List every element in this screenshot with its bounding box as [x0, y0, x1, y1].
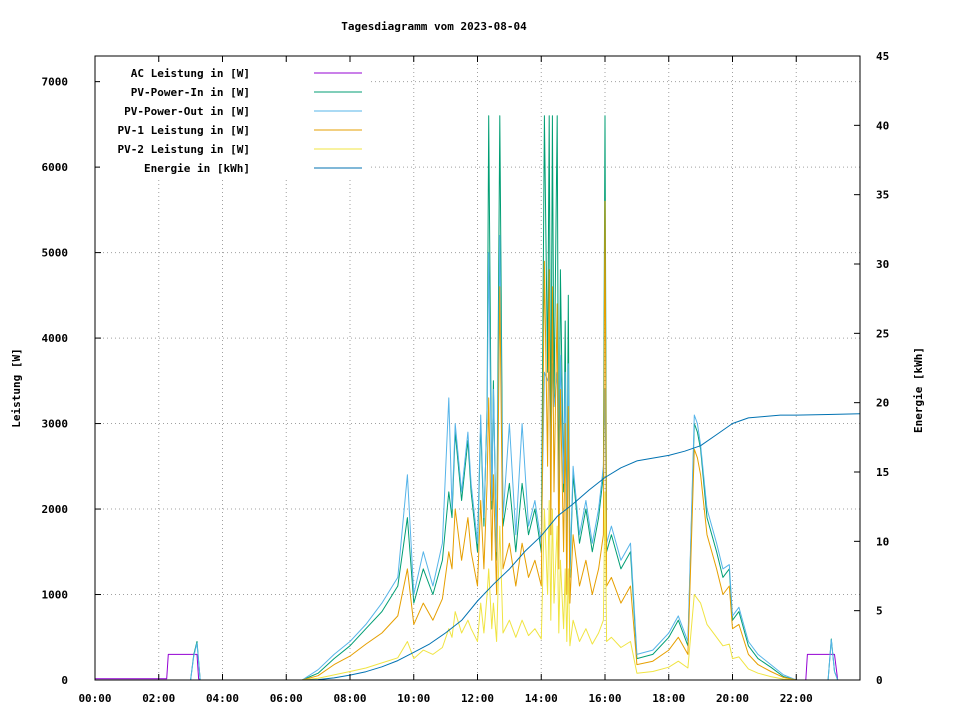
x-tick-label: 22:00	[780, 692, 813, 705]
y2-tick-label: 0	[876, 674, 883, 687]
series-line-energie-in-kwh	[95, 413, 861, 681]
y2-tick-label: 25	[876, 327, 889, 340]
x-tick-label: 12:00	[461, 692, 494, 705]
legend-background	[100, 62, 370, 178]
x-tick-label: 16:00	[588, 692, 621, 705]
legend-label: PV-Power-Out in [W]	[124, 105, 250, 118]
legend-label: PV-1 Leistung in [W]	[118, 124, 250, 137]
y2-tick-label: 40	[876, 119, 889, 132]
chart-title: Tagesdiagramm vom 2023-08-04	[341, 20, 527, 33]
y2-tick-label: 35	[876, 189, 889, 202]
y2-tick-label: 10	[876, 535, 889, 548]
series-line-pv-power-in-in-w	[95, 115, 860, 681]
tick-layer	[94, 55, 860, 681]
x-tick-label: 18:00	[652, 692, 685, 705]
legend-label: PV-Power-In in [W]	[131, 86, 250, 99]
y2-tick-label: 5	[876, 605, 883, 618]
x-tick-label: 06:00	[270, 692, 303, 705]
y2-tick-label: 45	[876, 50, 889, 63]
label-layer: 00:00 02:00 04:00 06:00 08:00 10:00 12:00 14:00…	[42, 50, 890, 705]
y-axis-label: Leistung [W]	[10, 348, 23, 427]
series-line-pv-1-leistung-in-w	[95, 200, 860, 681]
legend: AC Leistung in [W] PV-Power-In in [W] PV-P…	[100, 62, 370, 178]
x-tick-label: 14:00	[525, 692, 558, 705]
x-tick-label: 00:00	[78, 692, 111, 705]
y-tick-label: 6000	[42, 161, 69, 174]
y-tick-label: 7000	[42, 76, 69, 89]
y-tick-label: 5000	[42, 247, 69, 260]
x-tick-label: 02:00	[142, 692, 175, 705]
x-tick-label: 04:00	[206, 692, 239, 705]
y2-tick-label: 15	[876, 466, 889, 479]
y-tick-label: 3000	[42, 418, 69, 431]
y-tick-label: 4000	[42, 332, 69, 345]
y-tick-label: 0	[61, 674, 68, 687]
y-tick-label: 1000	[42, 589, 69, 602]
y-tick-label: 2000	[42, 503, 69, 516]
y2-tick-label: 30	[876, 258, 889, 271]
y2-axis-label: Energie [kWh]	[912, 347, 925, 433]
x-tick-label: 10:00	[397, 692, 430, 705]
x-tick-label: 20:00	[716, 692, 749, 705]
series-layer	[95, 115, 861, 681]
x-tick-label: 08:00	[333, 692, 366, 705]
y2-tick-label: 20	[876, 397, 889, 410]
legend-label: AC Leistung in [W]	[131, 67, 250, 80]
legend-label: Energie in [kWh]	[144, 162, 250, 175]
legend-label: PV-2 Leistung in [W]	[118, 143, 250, 156]
series-line-pv-power-out-in-w	[95, 235, 860, 681]
